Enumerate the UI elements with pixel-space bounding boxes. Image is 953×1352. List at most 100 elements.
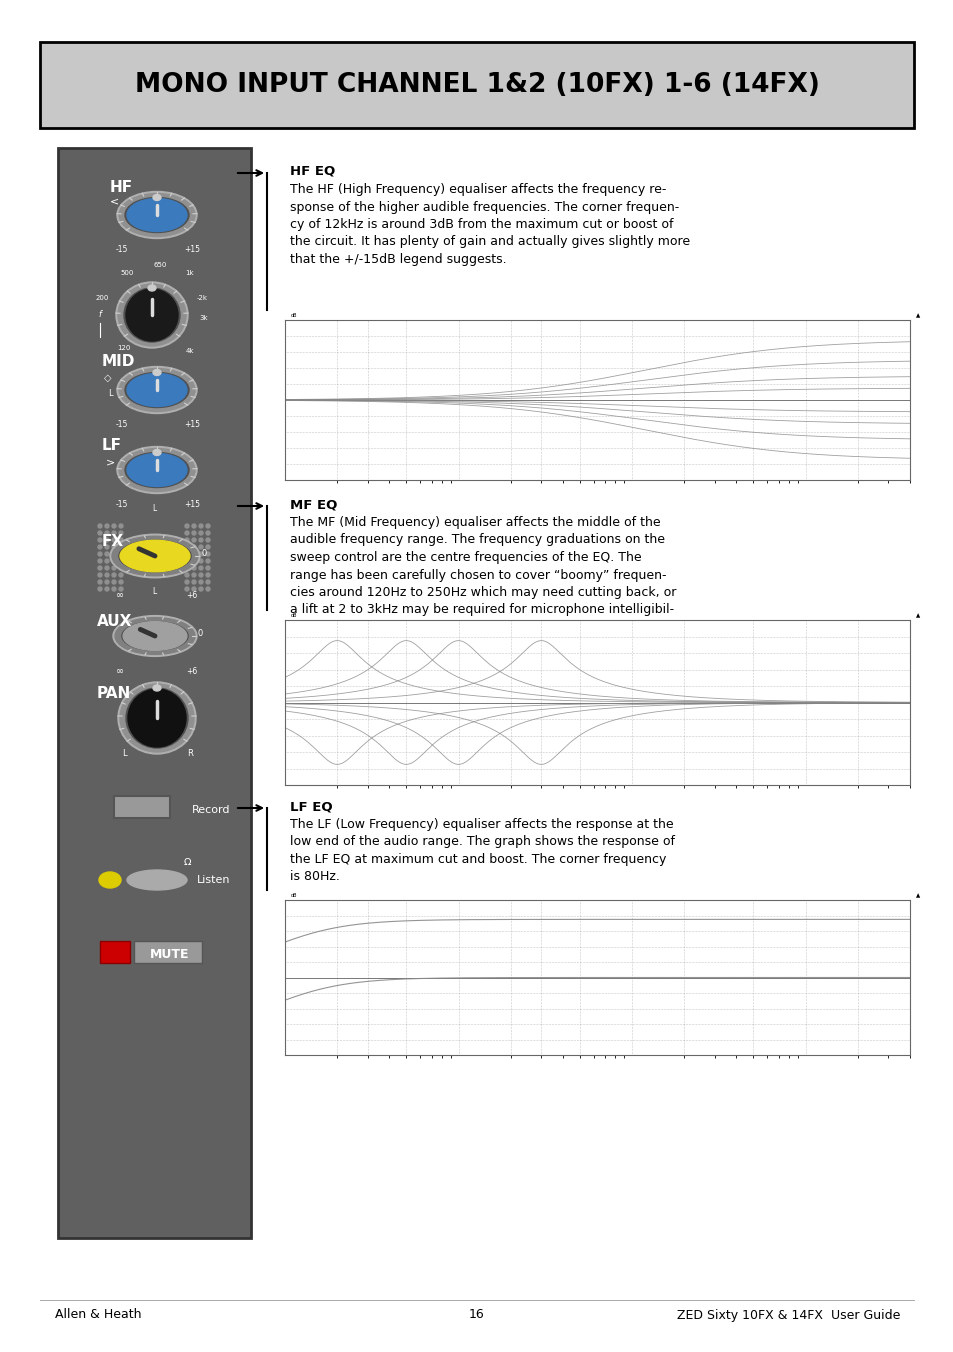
Circle shape [206, 552, 210, 556]
Circle shape [206, 573, 210, 577]
Circle shape [98, 558, 102, 562]
Text: ∞: ∞ [116, 589, 124, 600]
Text: +6: +6 [186, 591, 197, 600]
Ellipse shape [126, 289, 178, 341]
Ellipse shape [118, 681, 195, 754]
Circle shape [192, 580, 195, 584]
Text: The MF (Mid Frequency) equaliser affects the middle of the
audible frequency ran: The MF (Mid Frequency) equaliser affects… [290, 516, 676, 634]
Text: -15: -15 [115, 245, 128, 254]
Ellipse shape [128, 690, 186, 748]
Circle shape [185, 538, 189, 542]
Text: R: R [187, 749, 193, 758]
Circle shape [206, 580, 210, 584]
Ellipse shape [117, 366, 196, 414]
Circle shape [98, 552, 102, 556]
Text: +15: +15 [184, 420, 200, 429]
Circle shape [98, 580, 102, 584]
Circle shape [206, 538, 210, 542]
Circle shape [105, 573, 109, 577]
Text: ◇: ◇ [104, 373, 112, 383]
Circle shape [105, 525, 109, 529]
Circle shape [192, 573, 195, 577]
Circle shape [98, 538, 102, 542]
Text: 200: 200 [95, 295, 109, 301]
Ellipse shape [119, 541, 191, 572]
Text: 500: 500 [120, 270, 133, 276]
Text: dB: dB [291, 314, 297, 319]
Text: dB: dB [291, 894, 297, 899]
Circle shape [206, 525, 210, 529]
Ellipse shape [119, 449, 194, 492]
Text: 3k: 3k [199, 315, 208, 320]
Circle shape [185, 552, 189, 556]
Circle shape [192, 531, 195, 535]
Bar [133, 941, 202, 963]
Circle shape [98, 531, 102, 535]
Text: +15: +15 [184, 245, 200, 254]
Circle shape [119, 525, 123, 529]
Circle shape [105, 552, 109, 556]
Ellipse shape [152, 449, 161, 456]
Text: The LF (Low Frequency) equaliser affects the response at the
low end of the audi: The LF (Low Frequency) equaliser affects… [290, 818, 675, 883]
Circle shape [199, 531, 203, 535]
Text: MID: MID [102, 354, 135, 369]
Circle shape [119, 558, 123, 562]
Text: 650: 650 [153, 262, 167, 268]
Circle shape [112, 545, 116, 549]
Text: 1k: 1k [186, 270, 194, 276]
Text: ▲: ▲ [915, 614, 920, 618]
Circle shape [119, 580, 123, 584]
Circle shape [199, 545, 203, 549]
Ellipse shape [116, 283, 188, 347]
Circle shape [192, 525, 195, 529]
Circle shape [206, 566, 210, 571]
Text: The HF (High Frequency) equaliser affects the frequency re-
sponse of the higher: The HF (High Frequency) equaliser affect… [290, 183, 689, 266]
Text: -2k: -2k [196, 295, 208, 301]
Circle shape [112, 558, 116, 562]
Text: MONO INPUT CHANNEL 1&2 (10FX) 1-6 (14FX): MONO INPUT CHANNEL 1&2 (10FX) 1-6 (14FX) [134, 72, 819, 97]
Ellipse shape [127, 869, 187, 890]
Ellipse shape [120, 684, 193, 752]
Text: ∞: ∞ [116, 667, 124, 676]
Ellipse shape [127, 199, 187, 231]
Text: ZED Sixty 10FX & 14FX  User Guide: ZED Sixty 10FX & 14FX User Guide [676, 1309, 899, 1321]
Text: 4k: 4k [186, 347, 194, 354]
Circle shape [105, 558, 109, 562]
Circle shape [112, 525, 116, 529]
Circle shape [206, 531, 210, 535]
Text: 0: 0 [201, 549, 207, 558]
Text: Ω: Ω [183, 857, 191, 867]
Text: +6: +6 [186, 667, 197, 676]
Text: LF: LF [102, 438, 122, 453]
Text: >: > [106, 457, 115, 466]
Text: -15: -15 [115, 420, 128, 429]
Circle shape [112, 538, 116, 542]
Ellipse shape [115, 618, 194, 654]
Circle shape [185, 580, 189, 584]
Circle shape [105, 566, 109, 571]
Circle shape [98, 573, 102, 577]
Text: AUX: AUX [97, 614, 132, 629]
Ellipse shape [119, 193, 194, 237]
Circle shape [105, 545, 109, 549]
Text: -15: -15 [115, 500, 128, 508]
Text: Allen & Heath: Allen & Heath [55, 1309, 141, 1321]
Ellipse shape [117, 446, 196, 493]
Circle shape [98, 566, 102, 571]
Circle shape [112, 552, 116, 556]
Circle shape [199, 552, 203, 556]
Text: L: L [122, 749, 126, 758]
Text: HF: HF [110, 180, 133, 195]
Circle shape [199, 558, 203, 562]
Circle shape [105, 531, 109, 535]
Ellipse shape [152, 369, 161, 376]
Circle shape [112, 587, 116, 591]
Ellipse shape [112, 615, 196, 657]
Ellipse shape [119, 369, 194, 411]
Circle shape [192, 558, 195, 562]
Text: ▲: ▲ [915, 894, 920, 899]
Text: <: < [110, 196, 119, 206]
Circle shape [105, 538, 109, 542]
Ellipse shape [148, 285, 156, 291]
Circle shape [206, 558, 210, 562]
